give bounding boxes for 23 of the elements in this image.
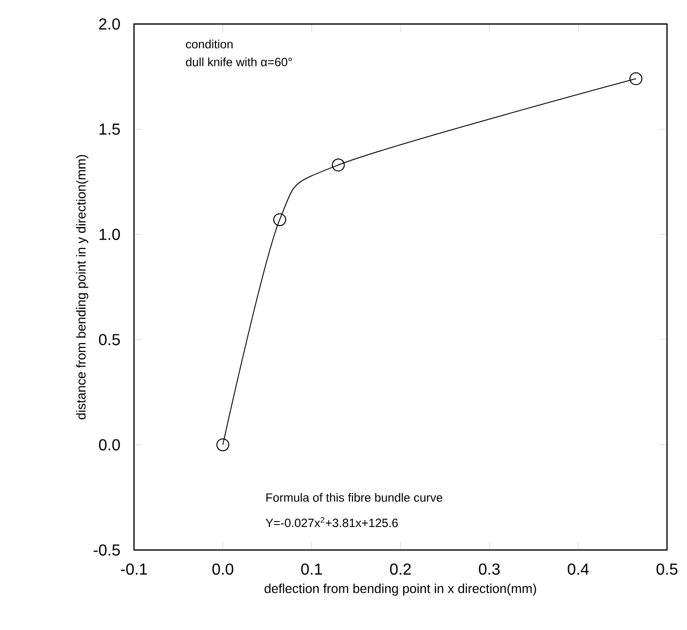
x-tick-label: 0.0 xyxy=(212,563,234,575)
y-tick-label: 0.0 xyxy=(98,439,120,450)
y-tick-label: 0.5 xyxy=(98,334,120,346)
point xyxy=(332,158,345,172)
y-axis-title: distance from bending point in y direction(mm) xyxy=(76,155,88,420)
x-tick-label: 0.4 xyxy=(568,563,589,575)
x-tick-label: 0.5 xyxy=(656,563,678,575)
point xyxy=(216,438,230,452)
annotation: condition xyxy=(186,40,233,48)
x-tick-label: 0.1 xyxy=(301,563,322,575)
y-tick-label: 1.5 xyxy=(100,124,120,135)
annotation: Formula of this fibre bundle curve xyxy=(266,493,442,502)
x-tick-label: 0.2 xyxy=(390,563,411,575)
x-tick-label: -0.1 xyxy=(120,563,147,575)
y-tick-label: 2.0 xyxy=(99,18,120,30)
x-axis-title: deflection from bending point in x direction(mm) xyxy=(264,584,536,596)
annotation: Y=-0.027x$^{2}$+3.81x+125.6 xyxy=(266,517,398,528)
point xyxy=(273,213,286,226)
y-tick-label: 1.0 xyxy=(100,228,120,240)
x-tick-label: 0.3 xyxy=(478,563,500,575)
annotation: dull knife with α=60° xyxy=(186,57,292,66)
y-tick-label: -0.5 xyxy=(94,544,120,556)
point xyxy=(629,72,642,86)
